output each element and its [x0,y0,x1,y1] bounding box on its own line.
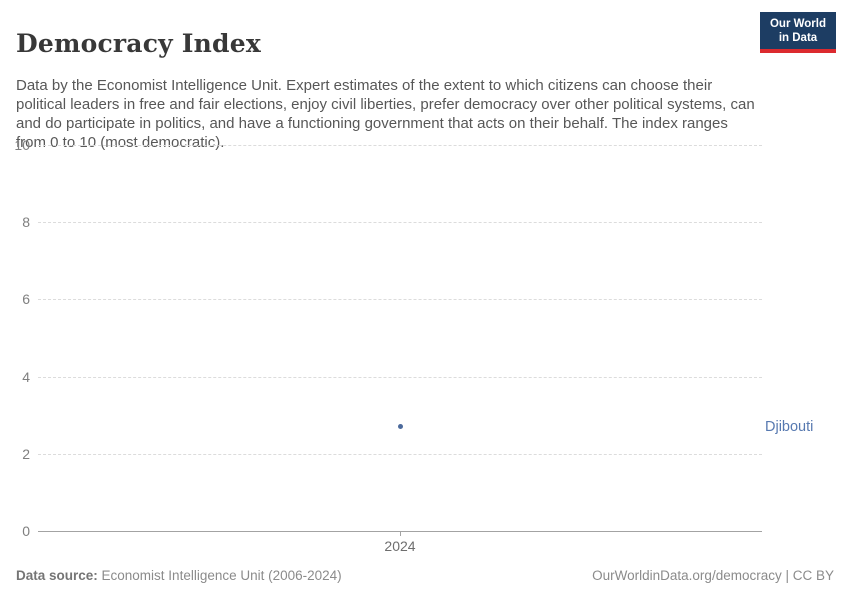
owid-logo-line2: in Data [778,32,818,44]
cc-by-link[interactable]: CC BY [792,568,834,583]
y-axis-tick-label: 6 [22,291,30,308]
data-source-note: Data source: Economist Intelligence Unit… [16,568,342,583]
entity-label-djibouti[interactable]: Djibouti [765,419,814,435]
x-axis-line [38,531,762,532]
y-axis-tick-label: 0 [22,523,30,539]
chart-subtitle: Data by the Economist Intelligence Unit.… [16,77,755,151]
chart-footer: Data source: Economist Intelligence Unit… [16,568,834,583]
owid-logo[interactable]: Our World in Data [760,12,836,53]
x-axis-tick-label: 2024 [384,538,416,554]
x-axis-tick [400,531,401,536]
plot-area: 2024 0 2 4 6 8 10 [14,137,762,554]
data-source-text: Economist Intelligence Unit (2006-2024) [97,568,342,583]
gridline [38,222,762,224]
attribution-divider: | [781,568,793,583]
gridline [38,145,762,146]
data-source-label: Data source: [16,568,98,583]
chart-title: Democracy Index [16,28,261,58]
y-axis-tick-label: 2 [22,445,30,462]
gridline [38,299,762,301]
gridline [38,453,762,455]
data-point-djibouti[interactable] [397,424,403,430]
y-axis-tick-label: 4 [22,368,30,385]
owid-url-link[interactable]: OurWorldinData.org/democracy [592,568,782,583]
owid-logo-line1: Our World [769,18,826,30]
attribution-note: OurWorldinData.org/democracy | CC BY [592,568,834,583]
y-axis-tick-label: 10 [14,137,30,153]
y-axis-tick-label: 8 [22,214,30,231]
gridline [38,376,762,378]
